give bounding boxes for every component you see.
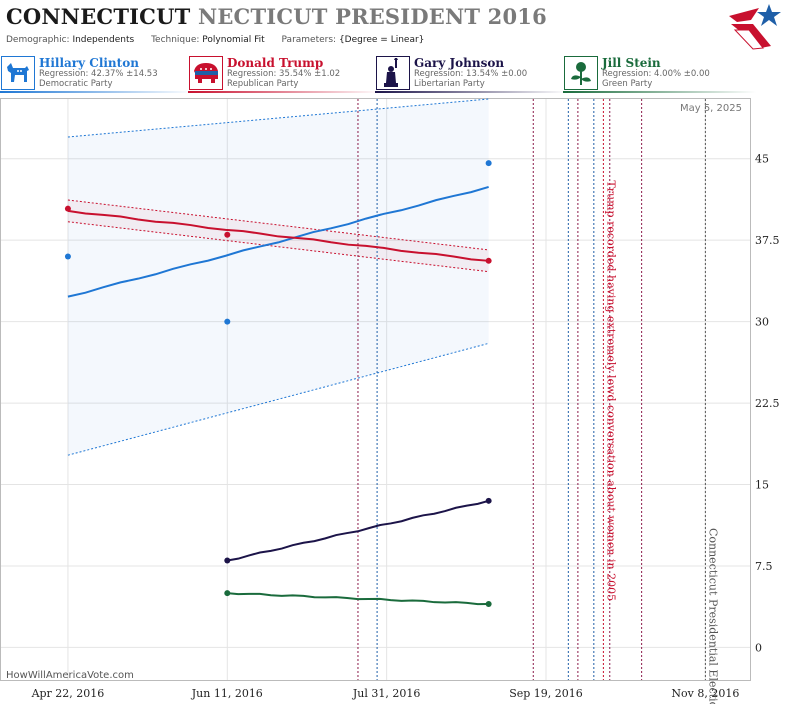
clinton-underline [0,91,193,93]
statue-of-liberty-icon [376,56,410,90]
gary-johnson-poll-point [224,557,231,564]
donkey-icon [1,56,35,90]
rose-icon [564,56,598,90]
hillary-clinton-fit-line [67,186,489,298]
header: CONNECTICUT NECTICUT PRESIDENT 2016 Demo… [0,0,789,56]
generated-date: May 5, 2025 [680,103,742,114]
parameters-label: Parameters: [281,35,337,45]
candidate-name: Hillary Clinton [39,56,139,70]
y-tick-label: 7.5 [755,560,773,573]
hillary-clinton-poll-point [485,160,492,167]
y-tick-label: 30 [755,316,769,329]
candidate-stein[interactable]: Jill Stein Regression: 4.00% ±0.00 Green… [563,55,756,91]
confidence-bands [67,98,489,456]
plot-frame [0,98,751,681]
x-tick-label: Jul 31, 2016 [352,687,421,700]
donald-trump-poll-point [64,205,71,212]
y-tick-label: 37.5 [755,234,780,247]
donald-trump-band-upper [67,199,489,251]
page-title: CONNECTICUT NECTICUT PRESIDENT 2016 [6,4,547,29]
candidate-party: Republican Party [227,79,299,89]
gary-johnson-fit-line [227,499,489,562]
candidate-clinton[interactable]: Hillary Clinton Regression: 42.37% ±14.5… [0,55,193,91]
candidate-name: Donald Trump [227,56,324,70]
annotations: Trump recorded having extremely lewd con… [604,180,719,704]
candidate-johnson[interactable]: Gary Johnson Regression: 13.54% ±0.00 Li… [375,55,568,91]
jill-stein-fit-line [227,592,489,606]
y-tick-label: 22.5 [755,397,780,410]
candidate-regression: Regression: 35.54% ±1.02 [227,69,341,79]
y-tick-label: 0 [755,641,762,654]
hillary-clinton-poll-point [64,253,71,260]
candidate-legend: Hillary Clinton Regression: 42.37% ±14.5… [0,55,789,93]
x-tick-label: Apr 22, 2016 [31,687,105,700]
hillary-clinton-band-upper [67,98,489,138]
jill-stein-poll-point [485,600,492,607]
y-tick-label: 45 [755,153,769,166]
demographic-value: Independents [72,35,135,45]
event-lines [357,99,706,680]
donald-trump-band-lower [67,221,489,273]
hillary-clinton-band-lower [67,342,489,456]
parameters-value: {Degree = Linear} [338,35,425,45]
donald-trump-poll-point [485,257,492,264]
site-logo-icon [729,4,781,50]
y-tick-label: 15 [755,479,769,492]
event-annotation: Trump recorded having extremely lewd con… [604,180,617,601]
technique-label: Technique: [151,35,200,45]
legend-underlines [0,91,756,93]
axis-ticks: 0 7.5 15 22.5 30 37.5 45 Apr 22, 2016 Jun 11, 20… [31,153,780,700]
candidate-party: Democratic Party [39,79,113,89]
jill-stein-poll-point [224,590,231,597]
fit-lines [67,186,489,606]
x-tick-label: Jun 11, 2016 [191,687,263,700]
candidate-regression: Regression: 42.37% ±14.53 [39,69,158,79]
poll-points [64,160,492,607]
candidate-name: Gary Johnson [414,56,505,70]
x-tick-label: Sep 19, 2016 [509,687,583,700]
johnson-underline [375,91,568,93]
parameters-line: Demographic: Independents Technique: Pol… [6,35,424,45]
stein-underline [563,91,756,93]
hillary-clinton-band [67,99,489,456]
watermark: HowWillAmericaVote.com [6,670,134,681]
donald-trump-fit-line [67,209,489,262]
trump-underline [188,91,381,93]
candidate-trump[interactable]: Donald Trump Regression: 35.54% ±1.02 Re… [188,55,381,91]
elephant-icon [189,56,223,90]
candidate-regression: Regression: 4.00% ±0.00 [602,69,710,79]
event-annotation: Connecticut Presidential Election [706,528,719,704]
donald-trump-poll-point [224,231,231,238]
demographic-label: Demographic: [6,35,70,45]
title-state: CONNECTICUT [6,4,191,29]
technique-value: Polynomial Fit [202,35,265,45]
x-tick-label: Nov 8, 2016 [671,687,739,700]
hillary-clinton-poll-point [224,318,231,325]
candidate-name: Jill Stein [602,56,661,70]
candidate-party: Green Party [602,79,653,89]
gary-johnson-poll-point [485,497,492,504]
candidate-party: Libertarian Party [414,79,485,89]
candidate-regression: Regression: 13.54% ±0.00 [414,69,528,79]
title-rest: NECTICUT PRESIDENT 2016 [197,4,547,29]
